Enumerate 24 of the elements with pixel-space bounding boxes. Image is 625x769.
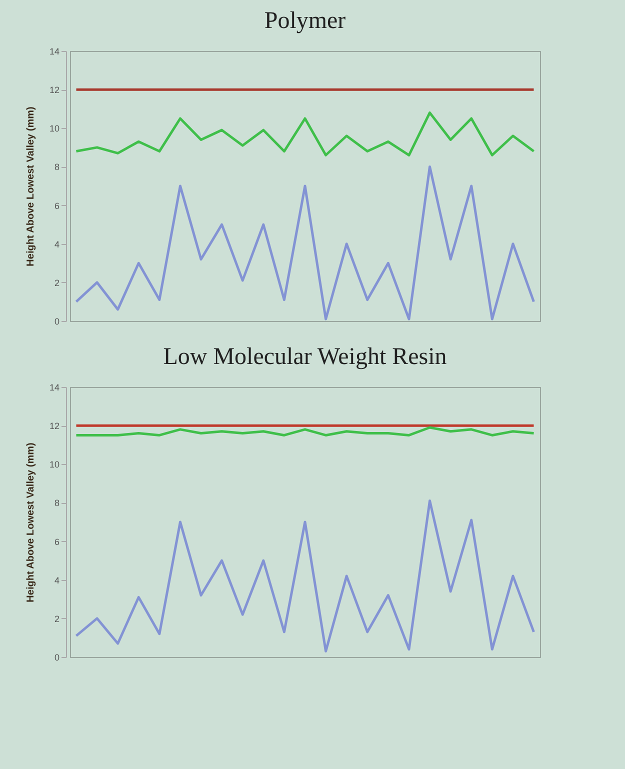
y-tick-label: 2 (54, 278, 60, 288)
y-axis-title: Height Above Lowest Valley (mm) (25, 442, 36, 602)
y-tick-label: 14 (49, 46, 60, 56)
y-tick-label: 12 (49, 85, 60, 96)
y-tick-label: 6 (54, 200, 60, 211)
line-series (74, 426, 536, 436)
y-tick-label: 4 (54, 575, 60, 586)
y-tick-label: 10 (49, 124, 60, 134)
y-tick-label: 6 (54, 536, 60, 547)
chart-title: Polymer (264, 8, 346, 34)
y-tick-label: 2 (54, 614, 60, 624)
y-tick-label: 8 (54, 498, 60, 508)
y-tick-label: 0 (54, 316, 60, 326)
y-tick-label: 12 (49, 421, 60, 432)
line-series (74, 500, 536, 652)
chart-title: Low Molecular Weight Resin (163, 344, 447, 370)
line-series (74, 111, 536, 156)
y-tick-label: 0 (54, 652, 60, 662)
y-tick-label: 10 (49, 460, 60, 470)
y-axis-title: Height Above Lowest Valley (mm) (25, 106, 36, 266)
line-series (74, 165, 536, 320)
y-tick-label: 4 (54, 239, 60, 250)
y-tick-label: 8 (54, 162, 60, 172)
y-tick-label: 14 (49, 382, 60, 392)
